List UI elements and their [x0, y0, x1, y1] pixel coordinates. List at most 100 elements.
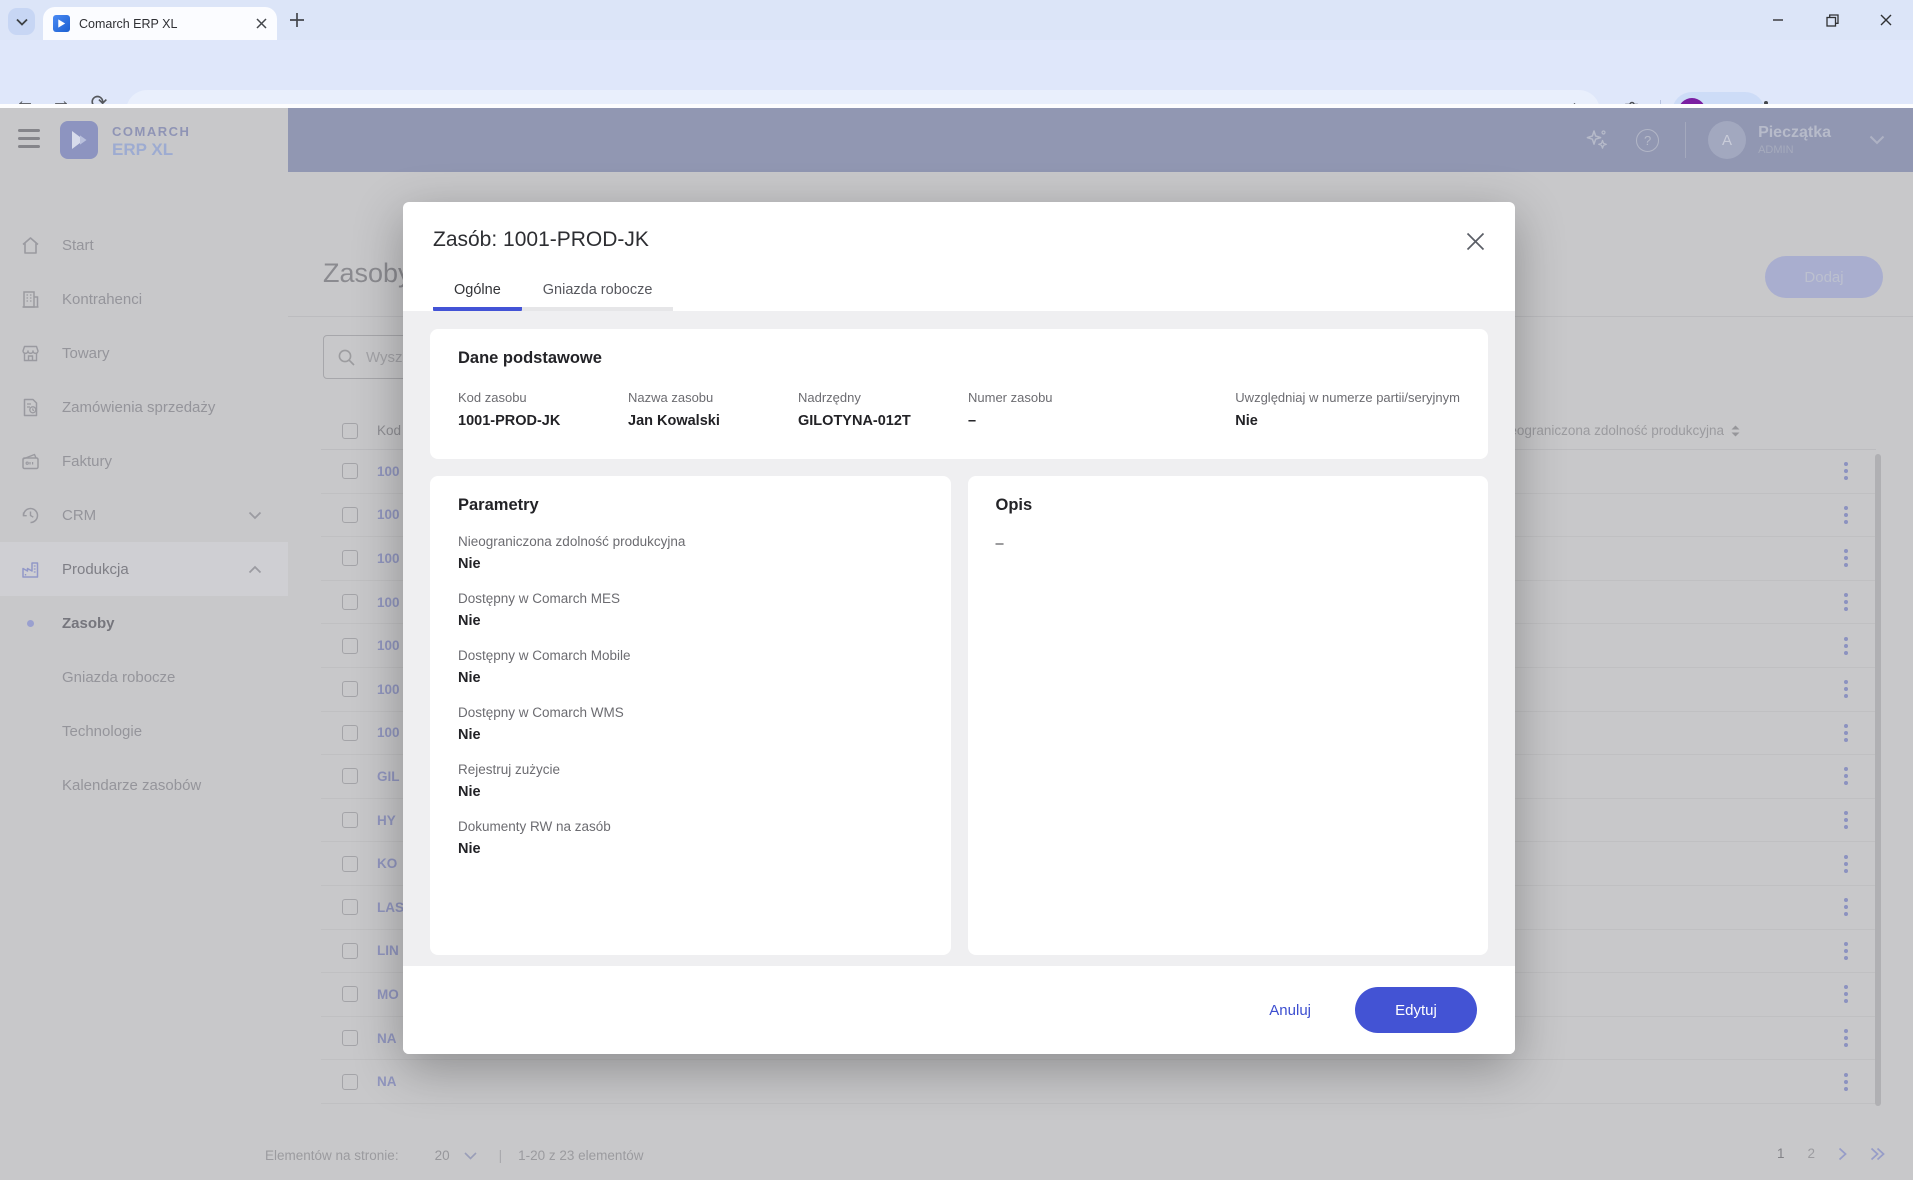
last-page-icon[interactable] — [1870, 1147, 1885, 1161]
parameter-label: Dostępny w Comarch WMS — [458, 705, 624, 720]
window-minimize-button[interactable] — [1751, 0, 1805, 40]
row-menu-icon[interactable] — [1844, 939, 1848, 963]
resource-code-link[interactable]: GIL — [377, 768, 400, 784]
tab-ogolne[interactable]: Ogólne — [433, 272, 522, 311]
user-info[interactable]: Pieczątka ADMIN — [1758, 124, 1831, 156]
user-avatar[interactable]: A — [1708, 121, 1747, 159]
row-menu-icon[interactable] — [1844, 1026, 1848, 1050]
user-menu-chevron-icon[interactable] — [1869, 135, 1885, 145]
resource-code-link[interactable]: 100 — [377, 507, 400, 523]
ai-sparkles-icon[interactable] — [1584, 127, 1610, 153]
parameter-label: Dokumenty RW na zasób — [458, 819, 611, 834]
row-menu-icon[interactable] — [1844, 590, 1848, 614]
window-restore-button[interactable] — [1805, 0, 1859, 40]
add-button[interactable]: Dodaj — [1765, 256, 1883, 298]
column-header-capacity[interactable]: Nieograniczona zdolność produkcyjna — [1496, 423, 1724, 438]
row-checkbox[interactable] — [342, 724, 358, 741]
row-checkbox[interactable] — [342, 942, 358, 959]
parameter-value: Nie — [458, 784, 481, 800]
row-checkbox[interactable] — [342, 550, 358, 567]
modal-body: Dane podstawowe Kod zasobu 1001-PROD-JK … — [403, 311, 1515, 966]
sidebar-item-crm[interactable]: CRM — [0, 488, 288, 542]
row-menu-icon[interactable] — [1844, 982, 1848, 1006]
row-menu-icon[interactable] — [1844, 1070, 1848, 1094]
resource-code-link[interactable]: 100 — [377, 638, 400, 654]
sidebar-item-start[interactable]: Start — [0, 218, 288, 272]
header-divider — [1685, 122, 1687, 158]
row-menu-icon[interactable] — [1844, 764, 1848, 788]
row-menu-icon[interactable] — [1844, 721, 1848, 745]
per-page-chevron-icon[interactable] — [464, 1151, 477, 1160]
sidebar-item-gniazda-robocze[interactable]: Gniazda robocze — [62, 668, 176, 686]
row-menu-icon[interactable] — [1844, 546, 1848, 570]
cancel-button[interactable]: Anuluj — [1269, 1001, 1311, 1019]
row-menu-icon[interactable] — [1844, 459, 1848, 483]
row-checkbox[interactable] — [342, 1073, 358, 1090]
browser-tab[interactable]: Comarch ERP XL — [43, 7, 277, 40]
sidebar-item-towary[interactable]: Towary — [0, 326, 288, 380]
row-menu-icon[interactable] — [1844, 677, 1848, 701]
table-row[interactable]: NA — [321, 1017, 1876, 1061]
row-checkbox[interactable] — [342, 637, 358, 654]
resource-code-link[interactable]: MO — [377, 986, 399, 1002]
field-value: – — [968, 413, 977, 429]
field-label: Kod zasobu — [458, 390, 527, 405]
parameter-item: Dokumenty RW na zasób Nie — [458, 819, 923, 857]
select-all-checkbox[interactable] — [342, 422, 358, 439]
new-tab-button[interactable] — [288, 11, 306, 29]
resource-code-link[interactable]: NA — [377, 1030, 397, 1046]
row-checkbox[interactable] — [342, 899, 358, 916]
window-close-button[interactable] — [1859, 0, 1913, 40]
sidebar-item-faktury[interactable]: Faktury — [0, 434, 288, 488]
resource-code-link[interactable]: LIN — [377, 943, 399, 959]
row-checkbox[interactable] — [342, 506, 358, 523]
row-checkbox[interactable] — [342, 812, 358, 829]
row-checkbox[interactable] — [342, 768, 358, 785]
tab-gniazda-robocze[interactable]: Gniazda robocze — [521, 272, 674, 311]
row-checkbox[interactable] — [342, 855, 358, 872]
resource-code-link[interactable]: 100 — [377, 594, 400, 610]
resource-code-link[interactable]: KO — [377, 856, 398, 872]
resource-code-link[interactable]: NA — [377, 1074, 397, 1090]
row-checkbox[interactable] — [342, 463, 358, 480]
field: Nadrzędny GILOTYNA-012T — [798, 390, 968, 429]
sidebar-item-produkcja[interactable]: Produkcja — [0, 542, 288, 596]
parameter-value: Nie — [458, 613, 481, 629]
row-menu-icon[interactable] — [1844, 634, 1848, 658]
row-menu-icon[interactable] — [1844, 503, 1848, 527]
row-menu-icon[interactable] — [1844, 852, 1848, 876]
row-checkbox[interactable] — [342, 594, 358, 611]
sort-icon[interactable] — [1731, 425, 1740, 437]
row-menu-icon[interactable] — [1844, 808, 1848, 832]
edit-button[interactable]: Edytuj — [1355, 987, 1477, 1033]
sidebar-item-kalendarze[interactable]: Kalendarze zasobów — [62, 776, 202, 794]
column-header-kod: Kod — [377, 423, 402, 438]
sidebar-item-zasoby[interactable]: Zasoby — [0, 596, 288, 650]
resource-code-link[interactable]: 100 — [377, 725, 400, 741]
resource-code-link[interactable]: HY — [377, 812, 396, 828]
row-checkbox[interactable] — [342, 681, 358, 698]
tab-search-button[interactable] — [8, 8, 35, 35]
table-row[interactable]: NA — [321, 1060, 1876, 1104]
resource-code-link[interactable]: 100 — [377, 550, 400, 566]
page-button-2[interactable]: 2 — [1807, 1146, 1815, 1161]
row-menu-icon[interactable] — [1844, 895, 1848, 919]
items-per-page-value[interactable]: 20 — [434, 1148, 450, 1163]
parameter-label: Rejestruj zużycie — [458, 762, 561, 777]
next-page-icon[interactable] — [1838, 1147, 1847, 1161]
sidebar-item-zamowienia[interactable]: Zamówienia sprzedaży — [0, 380, 288, 434]
help-icon[interactable]: ? — [1636, 128, 1660, 152]
hamburger-menu-icon[interactable] — [18, 129, 40, 153]
row-checkbox[interactable] — [342, 1030, 358, 1047]
row-checkbox[interactable] — [342, 986, 358, 1003]
resource-code-link[interactable]: LAS — [377, 899, 404, 915]
page-button-1[interactable]: 1 — [1776, 1146, 1785, 1161]
resource-code-link[interactable]: 100 — [377, 463, 400, 479]
sidebar-item-kontrahenci[interactable]: Kontrahenci — [0, 272, 288, 326]
table-scrollbar[interactable] — [1875, 454, 1881, 1106]
sidebar-item-technologie[interactable]: Technologie — [62, 722, 143, 740]
tab-close-icon[interactable] — [256, 18, 267, 29]
resource-code-link[interactable]: 100 — [377, 681, 400, 697]
home-icon — [18, 235, 42, 256]
close-icon[interactable] — [1462, 228, 1489, 255]
